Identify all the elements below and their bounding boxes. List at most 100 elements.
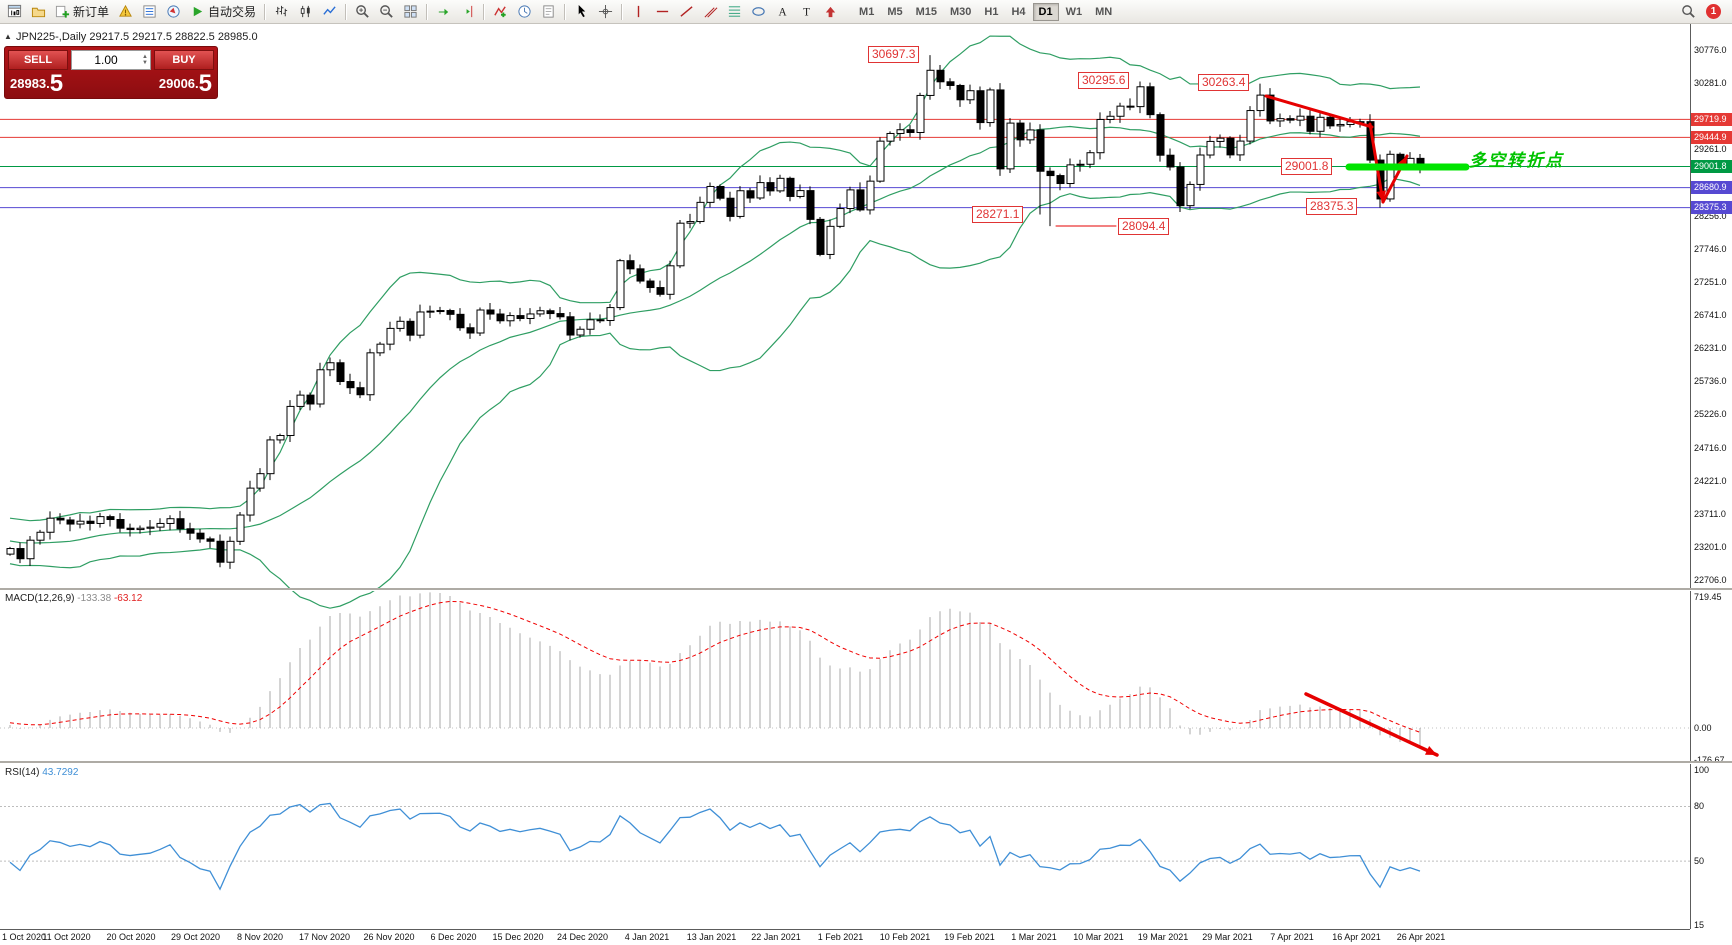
candle-body (826, 225, 835, 255)
price-axis-label: 23711.0 (1694, 508, 1726, 519)
date-label: 19 Feb 2021 (944, 932, 995, 942)
date-label: 26 Nov 2020 (363, 932, 415, 942)
shapes-button[interactable] (747, 2, 770, 22)
candle-body (736, 190, 745, 217)
candle-body (416, 311, 425, 336)
volume-input[interactable] (72, 52, 141, 68)
rsi-label: RSI(14) 43.7292 (5, 767, 78, 778)
text-label-button[interactable]: T (795, 2, 818, 22)
spin-down-icon[interactable]: ▼ (142, 60, 148, 66)
candle-body (376, 343, 385, 354)
search-icon (1681, 4, 1696, 19)
candle-body (536, 310, 545, 315)
date-label: 15 Dec 2020 (492, 932, 544, 942)
search-button[interactable] (1677, 2, 1700, 22)
price-axis-label: 24221.0 (1694, 475, 1727, 486)
buy-button[interactable]: BUY (154, 50, 214, 70)
zoom-in-icon (355, 4, 370, 19)
candle-body (1226, 137, 1235, 156)
zoom-out-button[interactable] (375, 2, 398, 22)
bar-chart-mode-button[interactable] (270, 2, 293, 22)
cursor-button[interactable] (570, 2, 593, 22)
auto-trading-button[interactable]: 自动交易 (186, 2, 260, 22)
chart-shift-button[interactable] (456, 2, 479, 22)
timeframe-D1[interactable]: D1 (1032, 2, 1059, 21)
arrows-button[interactable] (819, 2, 842, 22)
timeframe-M30[interactable]: M30 (944, 3, 977, 21)
sell-button[interactable]: SELL (8, 50, 68, 70)
zoom-in-button[interactable] (351, 2, 374, 22)
date-axis[interactable]: 1 Oct 2020 11 Oct 2020 20 Oct 2020 29 Oct 2… (0, 929, 1690, 945)
price-callout[interactable]: 28375.3 (1306, 198, 1358, 215)
navigator-button[interactable] (162, 2, 185, 22)
bollinger-lower[interactable] (9, 177, 1421, 609)
macd-down-arrow[interactable] (1304, 692, 1439, 757)
templates-button[interactable] (537, 2, 560, 22)
price-callout[interactable]: 30295.6 (1078, 72, 1130, 89)
price-axis-tag: 28680.9 (1691, 181, 1732, 195)
candle-chart-mode-button[interactable] (294, 2, 317, 22)
spin-up-icon[interactable]: ▲ (142, 54, 148, 60)
candle-body (1236, 140, 1245, 156)
price-callout[interactable]: 28094.4 (1118, 218, 1170, 235)
candle-body (666, 265, 675, 295)
macd-axis-label: -176.67 (1694, 755, 1725, 765)
fibonacci-button[interactable] (723, 2, 746, 22)
tile-windows-button[interactable] (399, 2, 422, 22)
auto-scroll-button[interactable] (432, 2, 455, 22)
timeframe-M15[interactable]: M15 (910, 3, 943, 21)
bollinger-middle[interactable] (9, 125, 1421, 544)
new-order-button[interactable]: 新订单 (51, 2, 113, 22)
rsi-value: 43.7292 (42, 767, 79, 778)
indicators-button[interactable] (489, 2, 512, 22)
timeframe-H4[interactable]: H4 (1005, 3, 1031, 21)
timeframe-M1[interactable]: M1 (853, 3, 880, 21)
price-axis-label: 22706.0 (1694, 575, 1727, 585)
date-label: 29 Mar 2021 (1202, 932, 1253, 942)
candle-body (1106, 115, 1115, 120)
periods-button[interactable] (513, 2, 536, 22)
one-click-collapse-icon[interactable]: ▲ (4, 32, 12, 41)
macd-panel-divider[interactable] (0, 588, 1732, 591)
new-chart-button[interactable] (3, 2, 26, 22)
crosshair-button[interactable] (594, 2, 617, 22)
resistance-trendline[interactable] (1264, 94, 1374, 129)
candle-body (636, 268, 645, 282)
timeframe-M5[interactable]: M5 (881, 3, 908, 21)
vertical-line-button[interactable] (627, 2, 650, 22)
candle-body (556, 313, 565, 318)
notification-badge[interactable]: 1 (1706, 4, 1721, 19)
candlesticks (6, 55, 1425, 569)
trendline-button[interactable] (675, 2, 698, 22)
price-callout[interactable]: 30263.4 (1198, 74, 1250, 91)
price-callout[interactable]: 29001.8 (1281, 158, 1333, 175)
horizontal-line-button[interactable] (651, 2, 674, 22)
macd-value-signal: -63.12 (113, 593, 143, 604)
price-axis-label: 23201.0 (1694, 542, 1727, 553)
impulse-down-arrow[interactable] (1368, 122, 1385, 204)
candle-chart-icon (298, 4, 313, 19)
line-chart-mode-button[interactable] (318, 2, 341, 22)
price-axis[interactable]: 30776.0 30281.0 29261.0 28256.0 27746.0 27251… (1690, 24, 1732, 930)
price-callout[interactable]: 30697.3 (868, 46, 920, 63)
market-watch-button[interactable] (138, 2, 161, 22)
candle-body (1216, 137, 1225, 142)
equidistant-channel-button[interactable] (699, 2, 722, 22)
bollinger-upper[interactable] (9, 35, 1421, 522)
alerts-button[interactable] (114, 2, 137, 22)
candle-body (996, 89, 1005, 170)
volume-spinner[interactable]: ▲ ▼ (140, 54, 150, 66)
profiles-button[interactable] (27, 2, 50, 22)
text-button[interactable]: A (771, 2, 794, 22)
price-callout[interactable]: 28271.1 (972, 206, 1024, 223)
candle-body (116, 519, 125, 529)
candle-body (1266, 94, 1275, 122)
timeframe-W1[interactable]: W1 (1060, 3, 1089, 21)
rsi-panel-divider[interactable] (0, 761, 1732, 764)
timeframe-H1[interactable]: H1 (978, 3, 1004, 21)
price-axis-label: 26231.0 (1694, 343, 1727, 354)
timeframe-MN[interactable]: MN (1089, 3, 1118, 21)
toolbar-right: 1 (1677, 2, 1729, 22)
candle-body (76, 520, 85, 525)
